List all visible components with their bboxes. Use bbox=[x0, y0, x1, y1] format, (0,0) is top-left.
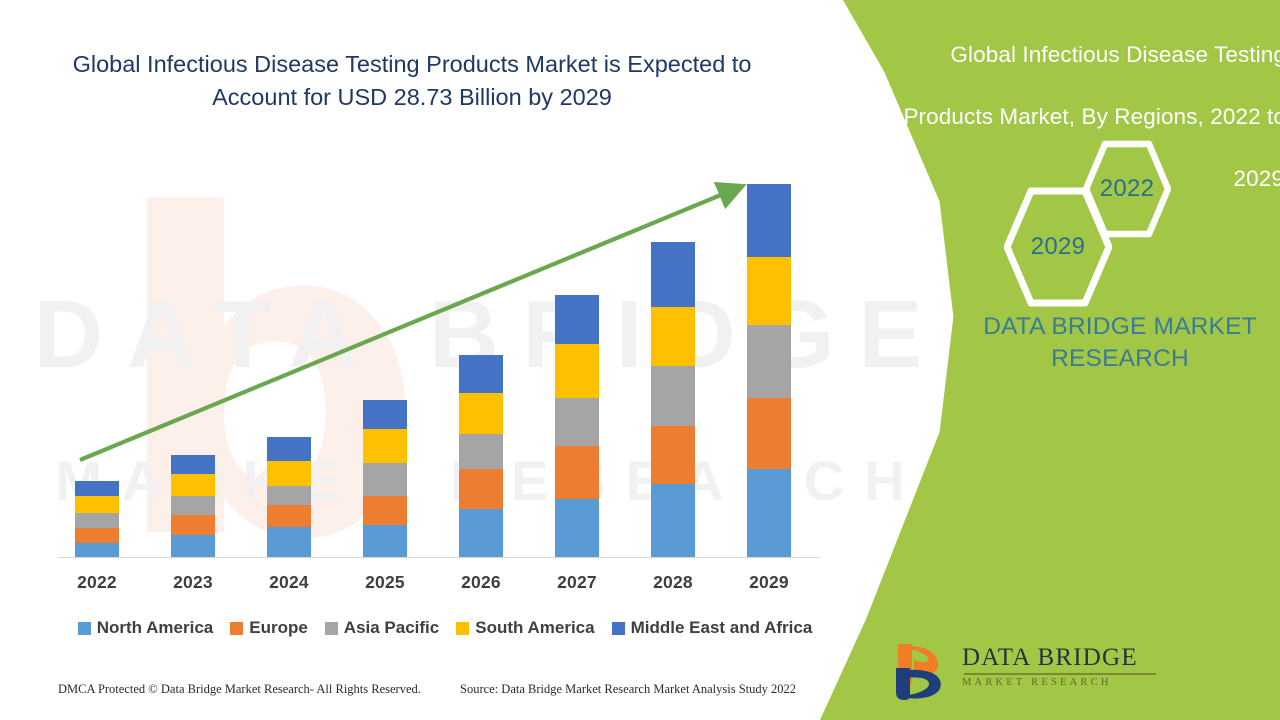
bar-segment-2024-asia-pacific[interactable] bbox=[267, 486, 311, 505]
legend-swatch-icon bbox=[324, 621, 338, 635]
legend-label: Middle East and Africa bbox=[630, 618, 813, 637]
brand-name-line2: RESEARCH bbox=[1051, 345, 1189, 372]
bar-2028[interactable] bbox=[651, 242, 695, 557]
chart-subtitle: Global Infectious Disease Testing Produc… bbox=[860, 8, 1280, 225]
logo-divider bbox=[964, 673, 1156, 675]
bar-segment-2023-middle-east-and-africa[interactable] bbox=[171, 454, 215, 475]
bar-segment-2023-south-america[interactable] bbox=[171, 474, 215, 496]
bar-2029[interactable] bbox=[747, 184, 791, 557]
page-title: Global Infectious Disease Testing Produc… bbox=[72, 51, 752, 110]
bar-segment-2028-asia-pacific[interactable] bbox=[651, 366, 695, 427]
legend-label: North America bbox=[96, 618, 214, 637]
bar-segment-2023-north-america[interactable] bbox=[171, 535, 215, 557]
legend-label: Europe bbox=[249, 618, 308, 637]
chart-subtitle-line1: Global Infectious Disease Testing bbox=[950, 42, 1280, 67]
legend-swatch-icon bbox=[77, 621, 91, 635]
bar-segment-2022-south-america[interactable] bbox=[75, 495, 119, 513]
bar-segment-2026-asia-pacific[interactable] bbox=[459, 433, 503, 470]
footer-copyright: DMCA Protected © Data Bridge Market Rese… bbox=[58, 682, 421, 696]
footer: DMCA Protected © Data Bridge Market Rese… bbox=[0, 682, 880, 712]
bar-segment-2026-north-america[interactable] bbox=[459, 508, 503, 557]
x-axis-label-2023: 2023 bbox=[173, 572, 213, 592]
year-range-hexagons: 2029 2022 bbox=[995, 140, 1185, 307]
data-bridge-logo: DATA BRIDGE MARKET RESEARCH bbox=[890, 640, 1160, 704]
bar-segment-2027-europe[interactable] bbox=[555, 445, 599, 499]
bar-segment-2027-south-america[interactable] bbox=[555, 344, 599, 398]
bar-segment-2024-middle-east-and-africa[interactable] bbox=[267, 436, 311, 461]
bar-segment-2022-asia-pacific[interactable] bbox=[75, 512, 119, 528]
x-axis-label-2026: 2026 bbox=[461, 572, 501, 592]
bar-segment-2022-europe[interactable] bbox=[75, 527, 119, 544]
bar-2024[interactable] bbox=[267, 436, 311, 557]
bar-segment-2022-middle-east-and-africa[interactable] bbox=[75, 481, 119, 496]
x-axis-label-2024: 2024 bbox=[269, 572, 309, 592]
bar-segment-2027-north-america[interactable] bbox=[555, 498, 599, 557]
x-axis-label-2022: 2022 bbox=[77, 572, 117, 592]
legend-swatch-icon bbox=[611, 621, 625, 635]
bar-segment-2024-europe[interactable] bbox=[267, 504, 311, 527]
bar-segment-2022-north-america[interactable] bbox=[75, 543, 119, 557]
hexagon-badge-start-year: 2022 bbox=[1083, 140, 1171, 238]
logo-name: DATA BRIDGE bbox=[962, 644, 1138, 671]
chart-plot-area bbox=[75, 184, 791, 557]
chart-subtitle-line2: Products Market, By Regions, 2022 to bbox=[903, 104, 1280, 129]
bar-segment-2026-south-america[interactable] bbox=[459, 392, 503, 434]
bar-segment-2023-europe[interactable] bbox=[171, 514, 215, 536]
data-bridge-logo-mark bbox=[896, 644, 941, 700]
bar-segment-2028-middle-east-and-africa[interactable] bbox=[651, 242, 695, 308]
chart-legend: North America Europe Asia Pacific South Ame… bbox=[60, 616, 830, 640]
growth-trend-arrow bbox=[79, 181, 747, 462]
chart-subtitle-line3: 2029 bbox=[1233, 166, 1280, 191]
bar-segment-2028-europe[interactable] bbox=[651, 426, 695, 485]
bar-2023[interactable] bbox=[171, 454, 215, 557]
legend-item-north-america[interactable]: North America bbox=[77, 618, 214, 638]
bar-segment-2025-middle-east-and-africa[interactable] bbox=[363, 399, 407, 430]
bar-segment-2025-europe[interactable] bbox=[363, 495, 407, 525]
bar-2027[interactable] bbox=[555, 295, 599, 557]
legend-item-europe[interactable]: Europe bbox=[230, 618, 308, 638]
legend-swatch-icon bbox=[456, 621, 470, 635]
bar-segment-2024-north-america[interactable] bbox=[267, 526, 311, 557]
footer-source: Source: Data Bridge Market Research Mark… bbox=[460, 682, 797, 696]
brand-name-line1: DATA BRIDGE MARKET bbox=[983, 313, 1257, 340]
bar-segment-2026-middle-east-and-africa[interactable] bbox=[459, 355, 503, 393]
bar-segment-2025-south-america[interactable] bbox=[363, 429, 407, 464]
legend-item-south-america[interactable]: South America bbox=[456, 618, 595, 638]
bar-2025[interactable] bbox=[363, 399, 407, 557]
hexagon-end-year-label: 2029 bbox=[1030, 233, 1086, 260]
bar-segment-2027-asia-pacific[interactable] bbox=[555, 397, 599, 446]
bar-2022[interactable] bbox=[75, 481, 119, 557]
bar-segment-2029-north-america[interactable] bbox=[747, 469, 791, 557]
legend-label: South America bbox=[475, 618, 595, 637]
bar-segment-2023-asia-pacific[interactable] bbox=[171, 495, 215, 515]
x-axis-label-2028: 2028 bbox=[653, 572, 693, 592]
bar-segment-2026-europe[interactable] bbox=[459, 469, 503, 509]
legend-label: Asia Pacific bbox=[343, 618, 440, 637]
bar-segment-2029-middle-east-and-africa[interactable] bbox=[747, 184, 791, 257]
bar-segment-2025-asia-pacific[interactable] bbox=[363, 463, 407, 496]
bar-segment-2029-europe[interactable] bbox=[747, 397, 791, 470]
bar-segment-2027-middle-east-and-africa[interactable] bbox=[555, 295, 599, 345]
legend-item-middle-east-and-africa[interactable]: Middle East and Africa bbox=[611, 618, 813, 638]
bar-segment-2029-south-america[interactable] bbox=[747, 256, 791, 325]
hexagon-start-year-label: 2022 bbox=[1099, 175, 1155, 202]
bar-segment-2024-south-america[interactable] bbox=[267, 460, 311, 487]
x-axis-line bbox=[58, 557, 820, 558]
stacked-bar-chart: 2022 2023 2024 2025 2026 2027 2028 2029 bbox=[58, 181, 820, 592]
legend-swatch-icon bbox=[230, 621, 244, 635]
legend-item-asia-pacific[interactable]: Asia Pacific bbox=[324, 618, 440, 638]
bar-segment-2028-north-america[interactable] bbox=[651, 484, 695, 557]
bar-segment-2028-south-america[interactable] bbox=[651, 307, 695, 367]
logo-tagline: MARKET RESEARCH bbox=[962, 676, 1112, 688]
x-axis-label-2025: 2025 bbox=[365, 572, 405, 592]
bar-segment-2029-asia-pacific[interactable] bbox=[747, 324, 791, 398]
x-axis-label-2027: 2027 bbox=[557, 572, 597, 592]
bar-segment-2025-north-america[interactable] bbox=[363, 524, 407, 557]
bar-2026[interactable] bbox=[459, 355, 503, 557]
x-axis-label-2029: 2029 bbox=[749, 572, 789, 592]
brand-name: DATA BRIDGE MARKET RESEARCH bbox=[960, 311, 1280, 375]
data-bridge-logo-text: DATA BRIDGE MARKET RESEARCH bbox=[962, 644, 1162, 688]
